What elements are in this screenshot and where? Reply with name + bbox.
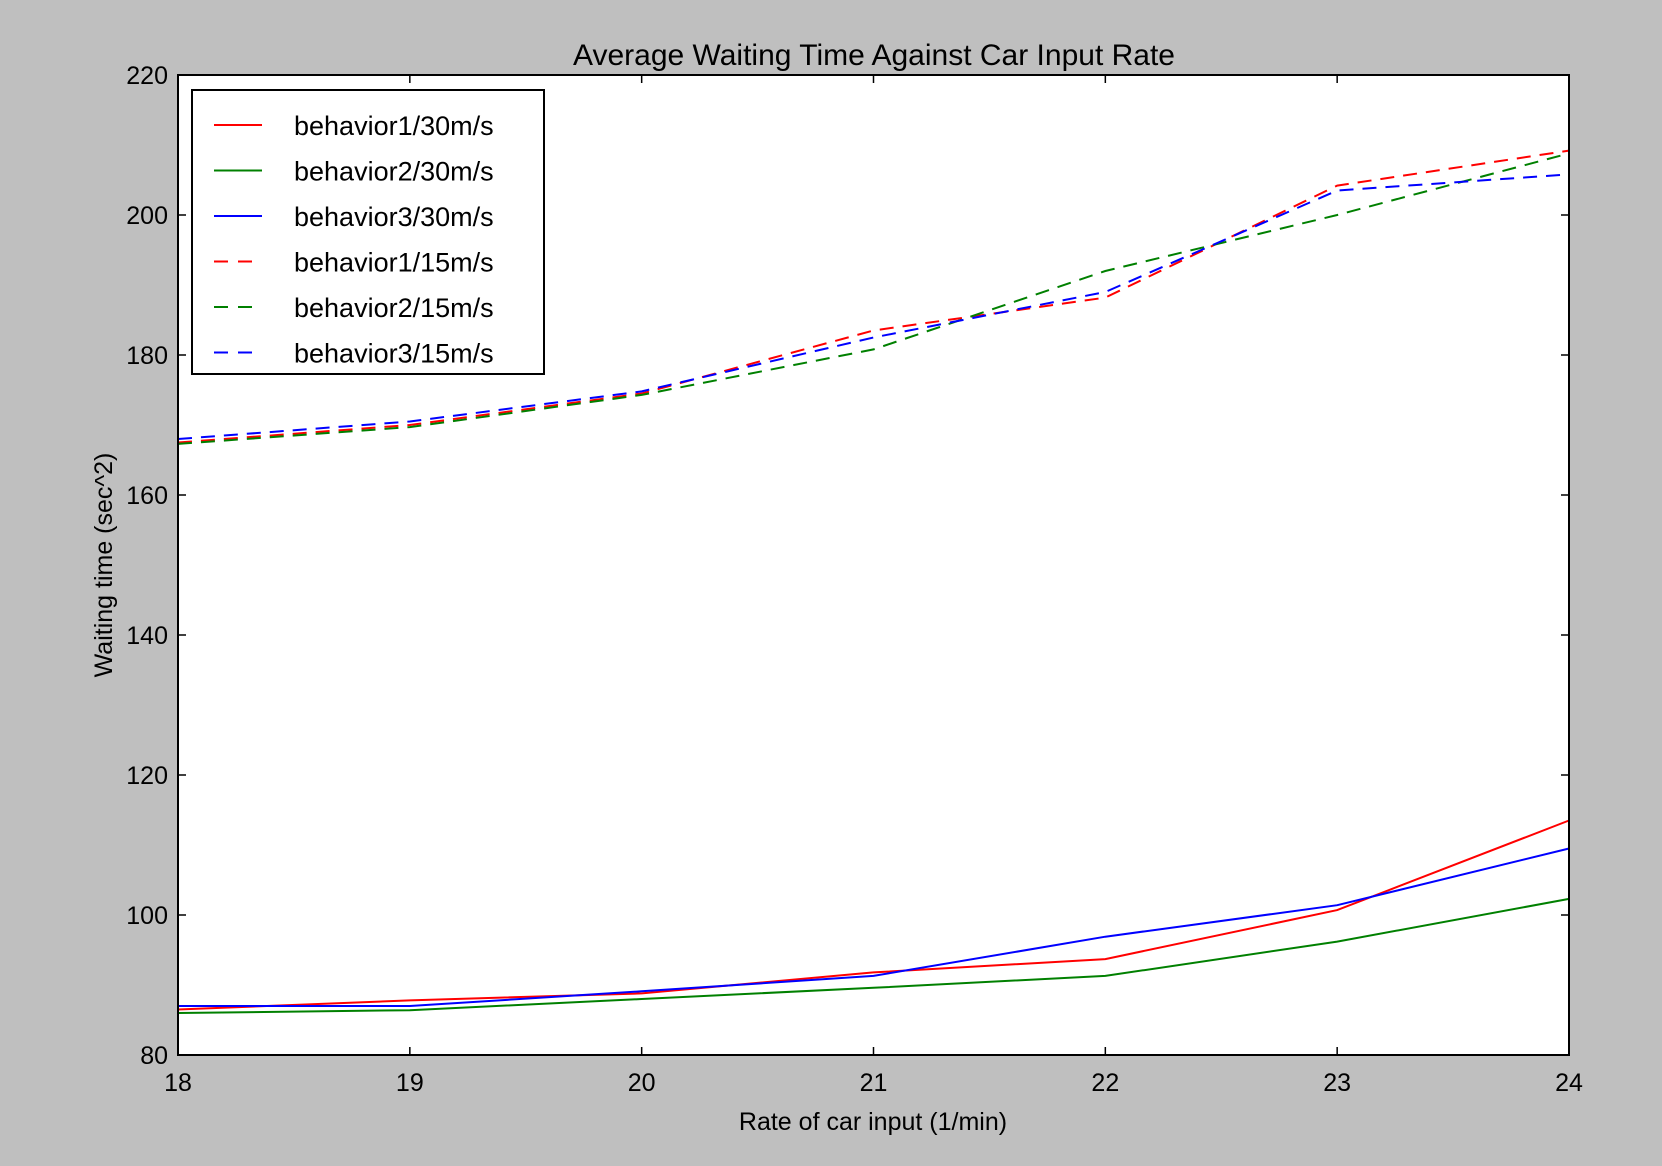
series-layer	[177, 149, 1570, 1014]
x-tick-label: 18	[164, 1069, 192, 1097]
series-line-behavior2-15m-s	[177, 152, 1570, 445]
series-line-behavior1-15m-s	[177, 149, 1570, 444]
series-line-behavior2-30m-s	[177, 897, 1570, 1014]
series-line-behavior1-30m-s	[177, 819, 1570, 1011]
y-tick-label: 140	[126, 622, 168, 650]
x-axis: 18 19 20 21 22 23 24	[164, 75, 1583, 1097]
legend-entry-label: behavior2/15m/s	[294, 293, 494, 323]
y-axis-label: Waiting time (sec^2)	[90, 453, 118, 678]
x-tick-label: 21	[860, 1069, 888, 1097]
legend-entry-label: behavior1/30m/s	[294, 111, 494, 141]
y-tick-label: 220	[126, 62, 168, 90]
series-line-behavior3-15m-s	[177, 173, 1570, 440]
legend-frame	[191, 89, 545, 375]
x-tick-label: 20	[628, 1069, 656, 1097]
y-tick-label: 100	[126, 902, 168, 930]
x-tick-label: 19	[396, 1069, 424, 1097]
legend-entry-label: behavior2/30m/s	[294, 157, 494, 187]
legend-entry-label: behavior3/15m/s	[294, 339, 494, 369]
legend: behavior1/30m/s behavior2/30m/s behavior3/…	[191, 89, 545, 375]
y-tick-label: 120	[126, 762, 168, 790]
legend-entry-label: behavior3/30m/s	[294, 202, 494, 232]
y-tick-label: 200	[126, 202, 168, 230]
y-tick-label: 180	[126, 342, 168, 370]
y-tick-label: 160	[126, 482, 168, 510]
x-axis-label: Rate of car input (1/min)	[739, 1108, 1007, 1136]
y-tick-label: 80	[140, 1042, 168, 1070]
chart-title: Average Waiting Time Against Car Input R…	[573, 39, 1175, 72]
x-tick-label: 23	[1323, 1069, 1351, 1097]
y-axis: 80 100 120 140 160 180 200 220	[126, 62, 1569, 1070]
x-tick-label: 24	[1555, 1069, 1583, 1097]
legend-entry-label: behavior1/15m/s	[294, 248, 494, 278]
x-tick-label: 22	[1091, 1069, 1119, 1097]
series-line-behavior3-30m-s	[178, 847, 1570, 1007]
